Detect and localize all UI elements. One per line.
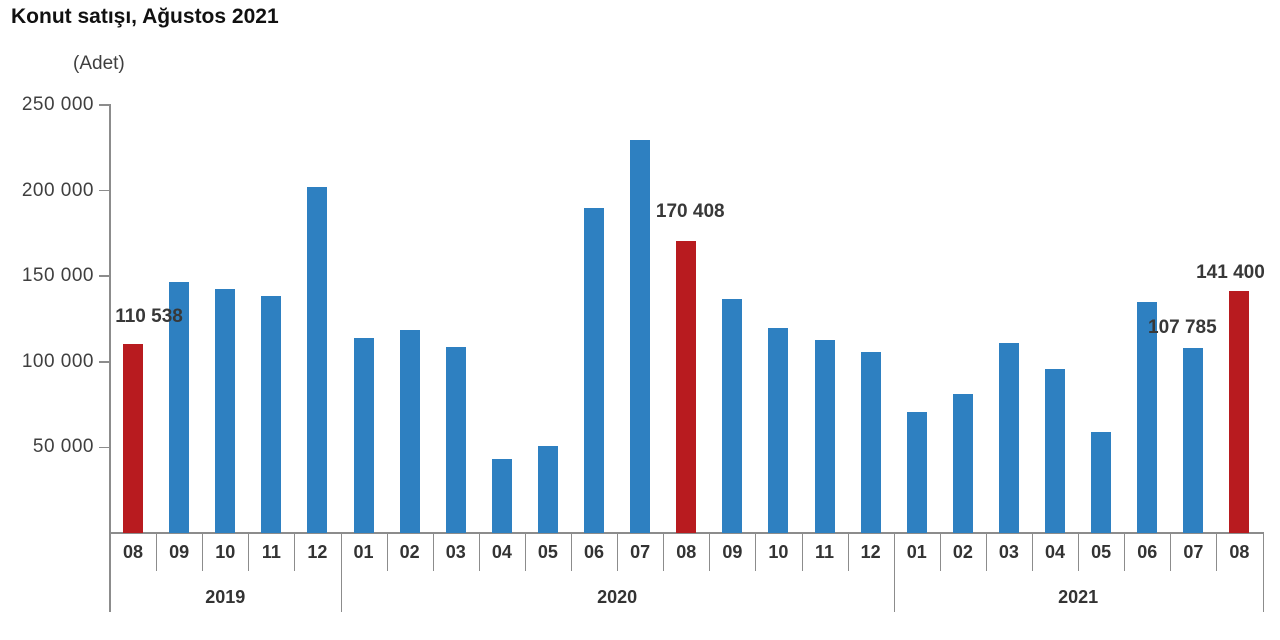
bar-2020-01 — [353, 338, 374, 533]
month-label-2020-04: 04 — [491, 542, 512, 562]
bar-2020-04 — [491, 459, 512, 533]
y-axis-tick — [99, 361, 110, 363]
month-label-2021-05: 05 — [1091, 542, 1112, 562]
bar-2020-10 — [768, 328, 789, 533]
month-divider — [524, 534, 526, 571]
month-divider — [571, 534, 572, 571]
bar-2021-08 — [1229, 290, 1250, 533]
y-axis-unit-label: (Adet) — [73, 53, 125, 74]
month-label-2020-10: 10 — [768, 542, 789, 562]
chart-title: Konut satışı, Ağustos 2021 — [11, 5, 279, 28]
month-label-2020-03: 03 — [445, 542, 466, 562]
bar-2019-09 — [169, 282, 190, 533]
month-label-2020-12: 12 — [860, 542, 881, 562]
year-label-2019: 2019 — [205, 587, 246, 607]
month-label-2021-03: 03 — [998, 542, 1019, 562]
bar-2021-07 — [1183, 348, 1204, 533]
y-axis-tick — [99, 275, 110, 277]
bar-2021-01 — [906, 412, 927, 533]
month-divider — [663, 534, 665, 571]
month-label-2020-01: 01 — [353, 542, 374, 562]
bar-2021-06 — [1137, 302, 1158, 533]
y-axis-tick — [99, 104, 110, 106]
month-label-2020-08: 08 — [676, 542, 697, 562]
month-divider — [1170, 534, 1172, 571]
bar-2020-11 — [814, 340, 835, 533]
value-label-2020-08: 170 408 — [655, 201, 725, 223]
month-label-2021-02: 02 — [952, 542, 973, 562]
year-label-2021: 2021 — [1058, 587, 1099, 607]
value-label-2021-07: 107 785 — [1148, 317, 1217, 339]
month-divider — [801, 534, 803, 571]
bar-2019-10 — [215, 288, 236, 533]
bar-2020-03 — [445, 346, 466, 533]
month-label-2020-06: 06 — [584, 542, 605, 562]
y-tick-label: 100 000 — [21, 350, 94, 372]
month-label-2020-09: 09 — [722, 542, 743, 562]
y-axis-line — [109, 104, 111, 612]
month-label-2021-01: 01 — [906, 542, 927, 562]
month-divider — [709, 534, 711, 571]
bar-2019-12 — [307, 187, 328, 533]
month-divider — [1032, 534, 1033, 571]
bar-2020-02 — [399, 329, 420, 533]
year-label-2020: 2020 — [597, 587, 638, 607]
month-label-2020-07: 07 — [630, 542, 651, 562]
month-label-2021-07: 07 — [1183, 542, 1204, 562]
month-divider — [1216, 534, 1218, 571]
bar-2019-11 — [261, 296, 282, 533]
year-divider — [340, 534, 342, 612]
y-tick-label: 50 000 — [32, 436, 94, 458]
month-divider — [1124, 534, 1126, 571]
month-label-2020-02: 02 — [399, 542, 420, 562]
month-label-2020-11: 11 — [815, 542, 835, 562]
month-divider — [847, 534, 849, 571]
y-tick-label: 250 000 — [21, 94, 94, 115]
y-axis-tick — [99, 189, 110, 192]
month-label-2019-12: 12 — [307, 542, 328, 562]
value-label-2019-08: 110 538 — [115, 305, 183, 327]
month-divider — [156, 534, 158, 571]
month-divider — [432, 534, 434, 571]
month-divider — [755, 534, 757, 571]
month-label-2021-08: 08 — [1229, 542, 1250, 562]
month-divider — [939, 534, 941, 571]
month-label-2020-05: 05 — [537, 542, 558, 562]
bar-2020-08 — [676, 241, 697, 533]
bar-2020-07 — [630, 140, 651, 533]
month-label-2021-04: 04 — [1045, 542, 1066, 562]
bar-2020-09 — [722, 298, 743, 533]
month-divider — [1078, 534, 1080, 571]
bar-2021-03 — [998, 342, 1019, 533]
y-axis-tick — [99, 446, 110, 449]
value-label-2021-08: 141 400 — [1196, 261, 1265, 283]
month-label-2019-11: 11 — [261, 542, 281, 562]
year-divider — [1262, 534, 1264, 612]
month-divider — [617, 534, 619, 571]
bar-2019-08 — [123, 343, 144, 533]
bar-2021-02 — [952, 393, 973, 533]
month-label-2019-10: 10 — [215, 542, 236, 562]
month-divider — [985, 534, 987, 571]
bar-2021-04 — [1045, 368, 1066, 533]
y-tick-label: 150 000 — [21, 265, 94, 287]
month-divider — [202, 534, 204, 571]
bar-2020-05 — [537, 445, 558, 533]
month-label-2019-09: 09 — [169, 542, 190, 562]
month-divider — [478, 534, 480, 571]
month-divider — [248, 534, 250, 571]
month-label-2021-06: 06 — [1137, 542, 1158, 562]
bar-2021-05 — [1091, 431, 1112, 533]
bar-2020-06 — [584, 207, 605, 533]
y-tick-label: 200 000 — [21, 179, 94, 201]
month-divider — [294, 534, 296, 571]
month-label-2019-08: 08 — [123, 542, 144, 562]
year-divider — [893, 534, 895, 612]
month-divider — [386, 534, 388, 571]
bar-2020-12 — [860, 351, 881, 533]
